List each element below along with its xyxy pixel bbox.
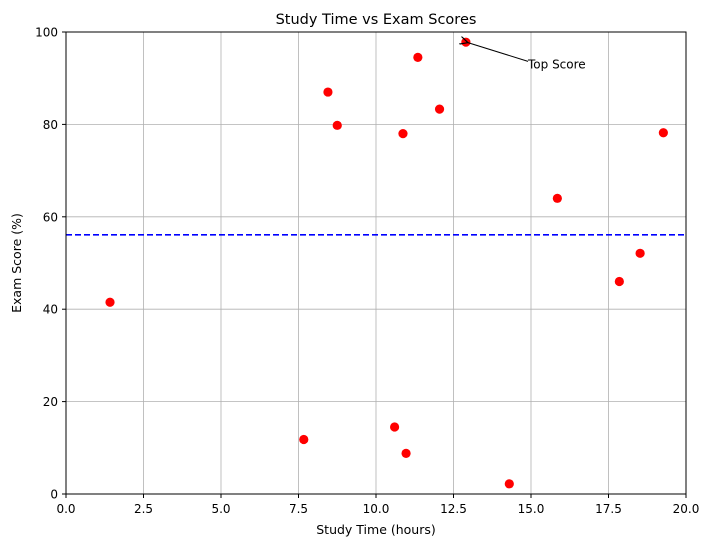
data-point: [105, 297, 115, 307]
data-point: [552, 193, 562, 203]
data-point: [332, 120, 342, 130]
x-axis-label: Study Time (hours): [316, 522, 436, 537]
x-tick-label: 2.5: [134, 502, 153, 516]
data-point: [504, 479, 514, 489]
chart-title: Study Time vs Exam Scores: [276, 12, 477, 28]
x-tick-label: 20.0: [673, 502, 700, 516]
data-point: [461, 37, 471, 47]
data-point: [390, 422, 400, 432]
data-point: [614, 276, 624, 287]
data-points: [105, 37, 668, 489]
grid: [65, 31, 687, 495]
y-axis-ticks: 0 20 40 60 80 100: [35, 26, 66, 502]
data-point: [398, 129, 408, 139]
data-point: [658, 128, 668, 138]
y-tick-label: 80: [43, 118, 58, 132]
data-point: [635, 248, 645, 258]
x-axis-ticks: 0.0 2.5 5.0 7.5 10.0 12.5 15.0 17.5 20.0: [56, 494, 699, 516]
y-tick-label: 60: [43, 210, 58, 224]
x-tick-label: 15.0: [518, 502, 545, 516]
annotation-label: Top Score: [527, 57, 586, 71]
data-point: [323, 87, 333, 97]
x-tick-label: 12.5: [440, 502, 467, 516]
data-point: [401, 448, 411, 458]
x-tick-label: 10.0: [363, 502, 390, 516]
data-point: [434, 104, 445, 114]
annotation-arrow: [468, 43, 529, 62]
y-tick-label: 20: [43, 395, 58, 409]
data-point: [299, 434, 309, 445]
x-tick-label: 7.5: [289, 502, 308, 516]
data-point: [413, 52, 423, 63]
y-tick-label: 100: [35, 26, 58, 40]
x-tick-label: 0.0: [56, 502, 75, 516]
annotation-group: Top Score: [468, 43, 586, 71]
x-tick-label: 17.5: [595, 502, 622, 516]
y-tick-label: 0: [50, 488, 58, 502]
x-tick-label: 5.0: [211, 502, 230, 516]
y-axis-label: Exam Score (%): [9, 213, 24, 313]
y-tick-label: 40: [43, 303, 58, 317]
